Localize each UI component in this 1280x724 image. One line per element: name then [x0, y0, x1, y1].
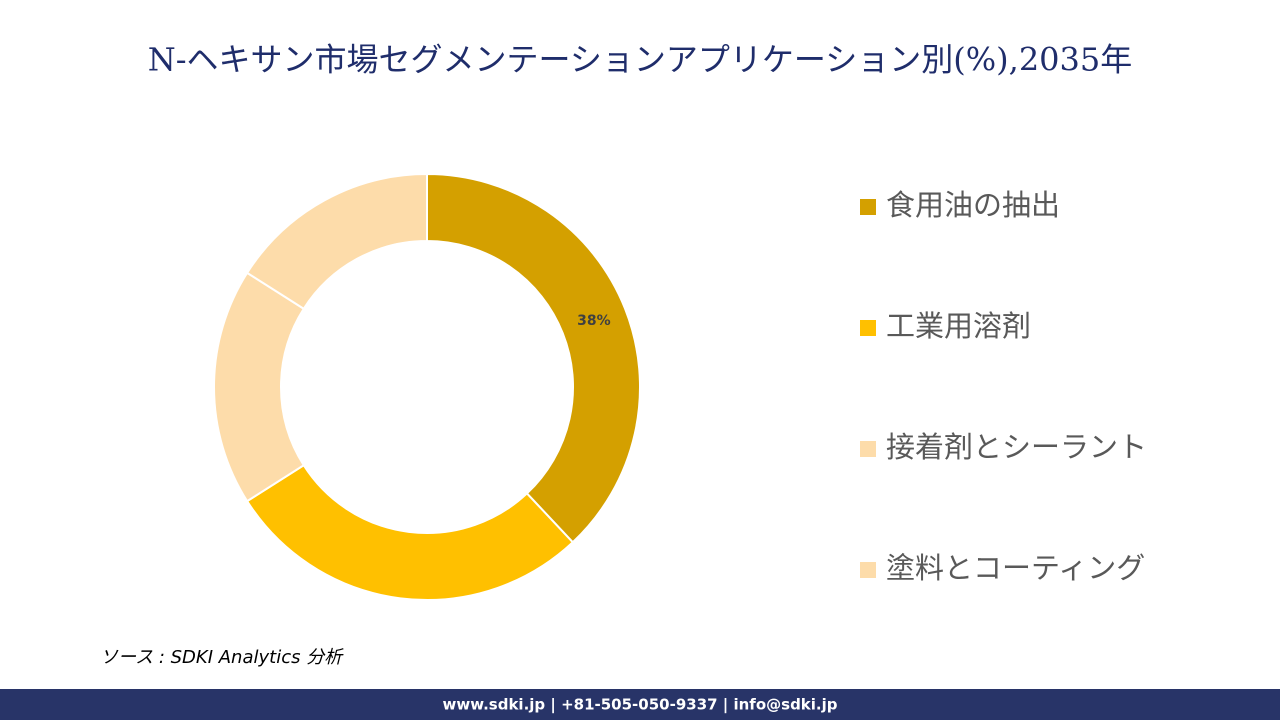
legend-swatch	[860, 199, 876, 215]
donut-segment	[213, 271, 306, 503]
legend-swatch	[860, 320, 876, 336]
legend-label: 工業用溶剤	[886, 309, 1031, 343]
legend-label: 接着剤とシーラント	[886, 430, 1147, 464]
chart-title: N-ヘキサン市場セグメンテーションアプリケーション別(%),2035年	[148, 41, 1133, 79]
donut-segment	[245, 172, 428, 311]
donut-segment	[245, 463, 575, 601]
source-note: ソース : SDKI Analytics 分析	[100, 647, 344, 668]
footer-text: www.sdki.jp | +81-505-050-9337 | info@sd…	[442, 696, 837, 715]
data-label: 38%	[577, 313, 611, 329]
legend-swatch	[860, 441, 876, 457]
donut: 38%	[213, 172, 641, 601]
donut-segment	[426, 172, 641, 544]
legend-swatch	[860, 562, 876, 578]
footer-bar	[0, 689, 1280, 720]
legend-label: 塗料とコーティング	[886, 551, 1145, 585]
legend-label: 食用油の抽出	[886, 188, 1060, 222]
